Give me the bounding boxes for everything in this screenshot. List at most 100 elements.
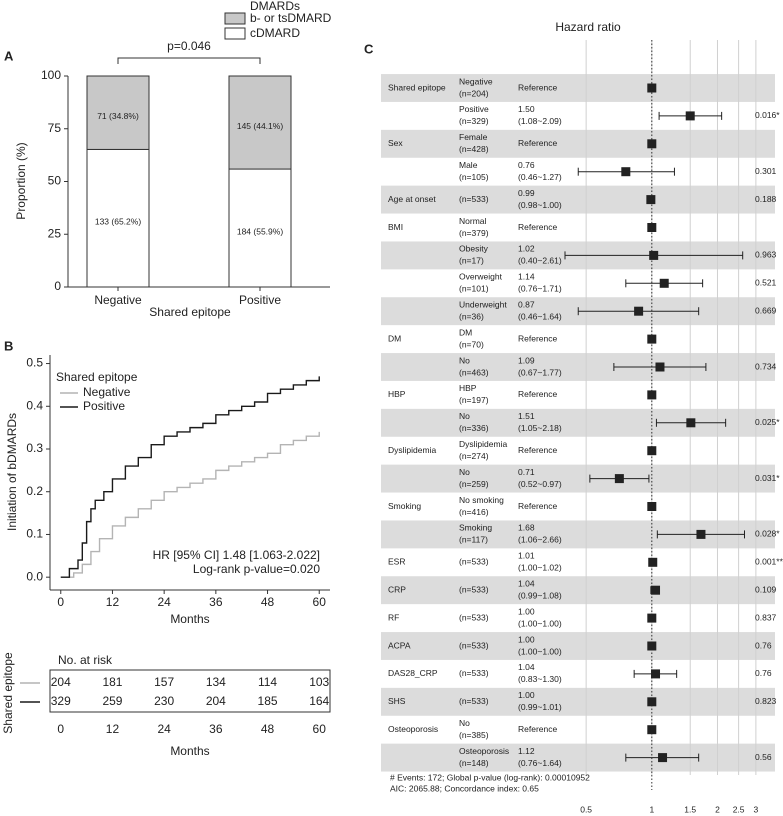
hr-point [655,362,665,372]
hr-label: 1.51 [518,411,535,421]
variable: Dyslipidemia [388,445,436,455]
risk-x-label: 48 [261,722,275,736]
level: No [459,718,470,728]
x-tick-label: 24 [157,595,171,609]
hr-point [647,725,657,735]
x-tick-label: 36 [209,595,223,609]
p-value: 0.028* [755,529,780,539]
count: (n=533) [459,640,489,650]
hr-point [647,83,657,93]
p-value: 0.837 [755,612,777,622]
p-value: 0.521 [755,278,777,288]
count: (n=533) [459,696,489,706]
hr-point [696,529,706,539]
estimate: Reference [518,501,557,511]
x-tick-label: Positive [239,293,281,307]
risk-x-label: 24 [157,722,171,736]
hr-label: 1.00 [518,634,535,644]
count: (n=533) [459,557,489,567]
bracket [117,57,261,64]
variable: Smoking [388,501,421,511]
variable: SHS [388,696,406,706]
hr-label: 0.71 [518,467,535,477]
ci-label: (0.99~1.01) [518,702,562,712]
p-value: 0.823 [755,696,777,706]
ci-label: (0.67~1.77) [518,367,562,377]
row-band [381,464,775,493]
row-band [381,185,775,214]
level: Smoking [459,523,492,533]
variable: Sex [388,138,403,148]
level: Negative [459,76,493,86]
risk-value: 164 [309,694,329,708]
x-tick-label: 60 [313,595,327,609]
y-tick-label: 0 [54,279,61,293]
x-tick-label: Negative [94,293,142,307]
ci-label: (0.52~0.97) [518,479,562,489]
row-band [381,74,775,102]
hr-point [647,641,657,651]
hr-point [614,474,624,484]
annotation: p=0.046 [167,39,211,53]
risk-x-label: 12 [106,722,120,736]
ci-label: (1.05~2.18) [518,423,562,433]
variable: BMI [388,222,403,232]
p-value: 0.76 [755,640,772,650]
risk-box [49,669,331,713]
ci-label: (0.98~1.00) [518,200,562,210]
p-value: 0.031* [755,473,780,483]
count: (n=385) [459,730,489,740]
panel-label: A [4,48,14,63]
hr-point [647,139,657,149]
count: (n=148) [459,758,489,768]
ci-label: (0.46~1.27) [518,172,562,182]
count: (n=329) [459,116,489,126]
y-tick-label: 0.3 [26,441,43,455]
p-value: 0.669 [755,305,777,315]
ci-label: (0.99~1.08) [518,590,562,600]
hr-point [651,585,661,595]
risk-value: 259 [102,694,122,708]
p-value: 0.963 [755,250,777,260]
y-tick-label: 0.0 [26,569,43,583]
x-tick-label: 48 [261,595,275,609]
legend-label: Negative [83,385,131,399]
value-label: 184 (55.9%) [237,226,283,236]
estimate: Reference [518,138,557,148]
estimate: Reference [518,445,557,455]
chart-title: Hazard ratio [555,20,621,34]
count: (n=416) [459,507,489,517]
level: Positive [459,104,489,114]
value-label: 71 (34.8%) [97,111,139,121]
count: (n=259) [459,479,489,489]
count: (n=204) [459,88,489,98]
ci-label: (1.00~1.00) [518,646,562,656]
x-tick-label: 12 [106,595,120,609]
row-band [381,687,775,716]
p-value: 0.016* [755,110,780,120]
hr-point [647,390,657,400]
hr-label: 1.01 [518,551,535,561]
ci-label: (0.83~1.30) [518,674,562,684]
risk-value: 103 [309,675,329,689]
level: Dyslipidemia [459,439,507,449]
ci-label: (1.08~2.09) [518,116,562,126]
count: (n=533) [459,584,489,594]
count: (n=101) [459,284,489,294]
hr-label: 0.99 [518,188,535,198]
y-tick-label: 50 [48,174,62,188]
x-tick-label: 1.5 [684,804,696,814]
hr-point [658,753,668,763]
bar-segment [228,75,292,170]
row-band [381,743,775,772]
p-value: 0.76 [755,668,772,678]
count: (n=117) [459,535,488,545]
hr-point [648,557,658,567]
p-value: 0.109 [755,584,777,594]
estimate: Reference [518,333,557,343]
y-tick-label: 0.2 [26,484,43,498]
y-tick-label: 0.5 [26,356,43,370]
ci-label: (1.00~1.00) [518,618,562,628]
ci-label: (0.76~1.71) [518,284,562,294]
